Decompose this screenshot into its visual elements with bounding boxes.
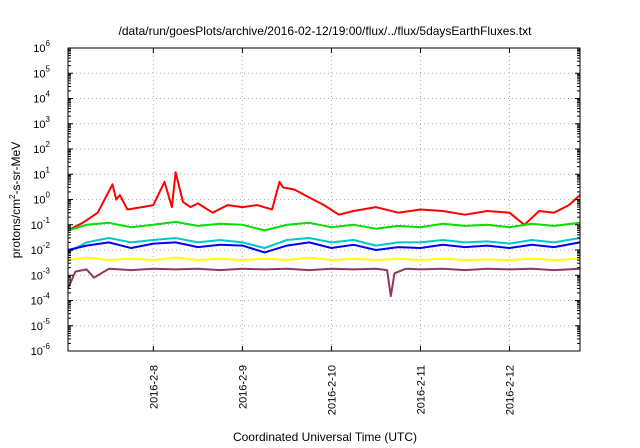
y-tick-label: 101 [33,165,50,181]
y-tick-base: 10 [33,169,45,181]
y-tick-base: 10 [31,346,43,358]
y-tick-label: 102 [33,140,50,156]
x-tick-label: 2016-2-9 [237,365,249,409]
y-tick-exponent: 3 [46,115,51,124]
x-axis: 2016-2-8 2016-2-9 2016-2-10 2016-2-11 2016-2… [148,48,517,415]
y-axis-label-rest: -s-sr-MeV [9,142,23,195]
x-tick-label: 2016-2-10 [326,365,338,415]
y-axis-label-sup: 2 [8,194,17,199]
y-tick-label: 100 [33,191,50,207]
y-tick-exponent: -1 [43,216,51,225]
y-tick-exponent: 0 [46,191,51,200]
y-tick-base: 10 [31,296,43,308]
y-tick-base: 10 [33,94,45,106]
y-tick-exponent: -3 [43,266,51,275]
y-tick-label: 106 [33,39,50,55]
y-tick-base: 10 [33,68,45,80]
y-axis-label-base: protons/cm [9,199,23,258]
y-tick-exponent: 1 [46,165,51,174]
y-tick-exponent: -4 [43,292,51,301]
y-tick-base: 10 [31,321,43,333]
y-tick-exponent: -2 [43,241,51,250]
y-tick-label: 10-3 [31,266,51,282]
y-tick-base: 10 [31,270,43,282]
x-axis-label: Coordinated Universal Time (UTC) [233,430,417,444]
y-tick-label: 10-6 [31,342,51,358]
y-tick-base: 10 [33,43,45,55]
chart-series [67,171,581,298]
y-tick-exponent: -5 [43,317,51,326]
x-tick-label: 2016-2-12 [505,365,517,415]
y-tick-exponent: -6 [43,342,51,351]
y-axis-label: protons/cm2-s-sr-MeV [8,142,23,258]
y-tick-base: 10 [31,245,43,257]
series-line-5 [67,256,581,261]
y-tick-exponent: 5 [46,64,51,73]
chart-grid [68,48,580,351]
series-line-1 [67,171,581,232]
y-tick-exponent: 2 [46,140,51,149]
y-tick-exponent: 6 [46,39,51,48]
y-tick-base: 10 [33,119,45,131]
series-line-6 [67,267,581,298]
y-tick-label: 103 [33,115,50,131]
series-line-2 [67,220,581,232]
x-tick-label: 2016-2-8 [148,365,160,409]
y-axis: 10-610-510-410-310-210-11001011021031041… [31,39,580,358]
series-line-3 [67,237,581,254]
y-tick-base: 10 [33,144,45,156]
y-tick-base: 10 [33,195,45,207]
y-tick-label: 10-4 [31,292,51,308]
y-tick-base: 10 [31,220,43,232]
y-tick-label: 10-1 [31,216,51,232]
y-tick-label: 104 [33,90,50,106]
y-tick-label: 10-5 [31,317,51,333]
y-tick-label: 105 [33,64,50,80]
x-tick-label: 2016-2-11 [415,365,427,414]
y-tick-label: 10-2 [31,241,51,257]
chart-title: /data/run/goesPlots/archive/2016-02-12/1… [119,24,533,38]
y-tick-exponent: 4 [46,90,51,99]
series-line-4 [67,241,581,254]
